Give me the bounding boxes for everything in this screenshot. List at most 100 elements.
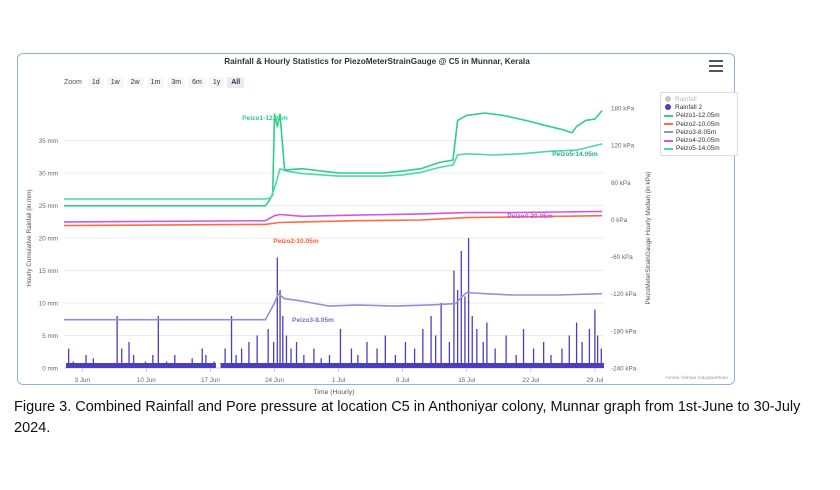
series-line-peizo3-8-05m	[64, 291, 603, 321]
rainfall-bar	[384, 335, 386, 368]
x-tick-label: 24 Jun	[265, 377, 284, 384]
menu-icon[interactable]	[709, 60, 723, 72]
series-annotation: Peizo2-10.05m	[273, 238, 319, 245]
zoom-all-button[interactable]: All	[227, 76, 245, 88]
rainfall-bar	[116, 316, 118, 368]
rainfall-bar	[132, 355, 135, 368]
rainfall-bar	[230, 316, 233, 368]
chart-title: Rainfall & Hourly Statistics for PiezoMe…	[224, 57, 530, 66]
rainfall-bar	[532, 348, 535, 368]
legend: Rainfall Rainfall 2 Peizo1-12.05m Peizo2…	[660, 92, 738, 157]
x-tick-label: 8 Jul	[396, 377, 409, 384]
x-tick-label: 22 Jul	[522, 377, 539, 384]
rainfall-bar	[213, 361, 215, 368]
rainfall-bar	[482, 342, 484, 368]
rainfall-bar	[282, 316, 284, 368]
zoom-2w-button[interactable]: 2w	[126, 76, 144, 88]
rainfall-bar	[320, 358, 322, 368]
zoom-1y-button[interactable]: 1y	[208, 76, 225, 88]
y-left-tick-label: 25 mm	[39, 203, 58, 210]
y-right-tick-label: -60 kPa	[611, 254, 633, 261]
y-right-tick-label: -180 kPa	[611, 328, 637, 335]
y-right-axis-title: PiezoMeterStrainGauge Hourly Median (in …	[645, 172, 652, 305]
rainfall-bar	[440, 303, 442, 368]
zoom-toolbar: Zoom 1d 1w 2w 1m 3m 6m 1y All	[64, 74, 247, 90]
x-tick-label: 17 Jun	[201, 377, 220, 384]
series-line-peizo2-10-05m	[63, 214, 603, 227]
legend-item-peizo4[interactable]: Peizo4-20.05m	[664, 136, 734, 144]
y-left-tick-label: 0 mm	[42, 366, 58, 373]
rainfall-bar	[575, 322, 578, 368]
rainfall-bar	[550, 355, 552, 368]
figure-caption: Figure 3. Combined Rainfall and Pore pre…	[14, 399, 801, 436]
y-right-tick-label: 0 kPa	[611, 217, 628, 224]
rainfall-bar	[357, 355, 359, 368]
rainfall-bar	[430, 316, 432, 368]
zoom-1d-button[interactable]: 1d	[87, 76, 104, 88]
rainfall-bar	[568, 335, 570, 368]
y-right-tick-label: 180 kPa	[611, 106, 635, 113]
zoom-6m-button[interactable]: 6m	[188, 76, 206, 88]
legend-item-peizo3[interactable]: Peizo3-8.05m	[664, 128, 734, 136]
rainfall-bar	[494, 348, 496, 368]
series-annotation: Peizo3-8.05m	[292, 317, 334, 324]
y-right-tick-label: -240 kPa	[611, 366, 637, 373]
zoom-3m-button[interactable]: 3m	[167, 76, 186, 88]
rainfall-bar	[515, 355, 517, 368]
rainfall-bar	[339, 329, 342, 368]
rainfall-bar	[460, 251, 462, 368]
rainfall-bar	[128, 342, 130, 368]
legend-item-peizo5[interactable]: Peizo5-14.05m	[664, 145, 734, 153]
rainfall-bar	[600, 348, 602, 368]
rainfall-bar	[350, 348, 353, 368]
legend-item-peizo1[interactable]: Peizo1-12.05m	[664, 112, 734, 120]
chart-frame	[17, 53, 735, 385]
rainfall-bar	[448, 342, 451, 368]
rainfall-bar	[542, 342, 545, 368]
x-tick-label: 10 Jun	[137, 377, 156, 384]
rainfall-bar	[588, 329, 591, 368]
rainfall-bar	[505, 335, 507, 368]
y-left-tick-label: 10 mm	[39, 301, 58, 308]
y-left-axis-title: Hourly Cumulative Rainfall (in mm)	[26, 189, 33, 286]
rainfall-bar	[224, 348, 226, 368]
rainfall-bar	[328, 355, 331, 368]
zoom-1w-button[interactable]: 1w	[106, 76, 124, 88]
legend-item-rainfall[interactable]: Rainfall	[664, 95, 734, 103]
legend-item-rainfall-2[interactable]: Rainfall 2	[664, 103, 734, 111]
series-line-peizo4-20-05m	[63, 210, 603, 223]
rainfall-bar	[303, 355, 305, 368]
rainfall-bar	[285, 335, 288, 368]
rainfall-bar	[295, 342, 298, 368]
rainfall-bar	[256, 335, 258, 368]
rainfall-bar	[467, 238, 470, 368]
series-line-peizo5-14-05m	[64, 143, 603, 200]
series-annotation: Peizo4-20.05m	[507, 213, 553, 220]
rainfall-bar	[486, 322, 488, 368]
rainfall-bar	[121, 348, 123, 368]
x-tick-label: 3 Jun	[75, 377, 91, 384]
y-right-tick-label: 60 kPa	[611, 180, 631, 187]
series-annotation: Peizo1-12.05m	[242, 115, 288, 122]
y-left-tick-label: 5 mm	[42, 333, 58, 340]
rainfall-bar	[165, 361, 168, 368]
chart-credit: Amrita Vishwa Vidyapeetham	[666, 375, 728, 381]
zoom-1m-button[interactable]: 1m	[146, 76, 165, 88]
rainfall-bar	[276, 257, 278, 368]
y-right-tick-label: -120 kPa	[611, 291, 637, 298]
series-line-peizo1-12-05m	[64, 109, 603, 207]
rainfall-bar	[144, 361, 147, 368]
rainfall-bar	[267, 329, 269, 368]
rainfall-bar	[413, 348, 416, 368]
rainfall-bar	[235, 355, 237, 368]
rainfall-bar	[240, 348, 243, 368]
rainfall-bar	[464, 296, 466, 368]
rainfall-bar	[422, 329, 424, 368]
x-tick-label: 1 Jul	[332, 377, 345, 384]
rainfall-bar	[394, 355, 397, 368]
rainfall-bar	[290, 348, 292, 368]
rainfall-bar	[272, 342, 275, 368]
legend-item-peizo2[interactable]: Peizo2-10.05m	[664, 120, 734, 128]
y-left-tick-label: 20 mm	[39, 236, 58, 243]
